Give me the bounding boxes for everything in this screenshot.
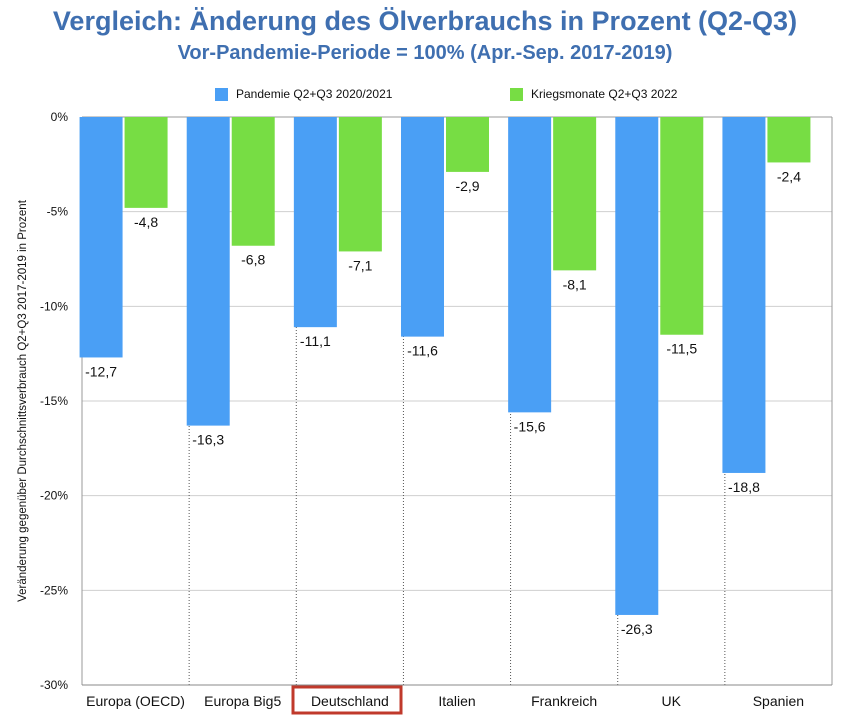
y-tick-label: -10% (40, 299, 68, 313)
legend-label-pandemic: Pandemie Q2+Q3 2020/2021 (236, 87, 393, 101)
bar-war (767, 117, 811, 163)
bar-pandemic (79, 117, 123, 358)
data-label: -18,8 (728, 479, 760, 495)
data-label: -26,3 (621, 621, 653, 637)
data-label: -8,1 (563, 276, 587, 292)
x-tick-label: Italien (438, 693, 475, 709)
bar-pandemic (615, 117, 659, 615)
bar-war (124, 117, 168, 208)
bar-pandemic (508, 117, 552, 413)
x-tick-label: Europa Big5 (204, 693, 281, 709)
data-label: -4,8 (134, 214, 158, 230)
legend-item-pandemic: Pandemie Q2+Q3 2020/2021 (215, 86, 392, 102)
y-tick-label: -30% (40, 678, 68, 692)
data-label: -11,6 (407, 343, 438, 359)
bar-war (553, 117, 597, 271)
y-tick-label: -15% (40, 394, 68, 408)
data-label: -2,9 (455, 178, 479, 194)
y-tick-label: -20% (40, 489, 68, 503)
x-tick-label: Frankreich (531, 693, 597, 709)
y-axis-label: Veränderung gegenüber Durchschnittsverbr… (17, 199, 29, 602)
data-label: -15,6 (514, 418, 546, 434)
highlight-box (291, 685, 403, 715)
data-label: -7,1 (348, 257, 372, 273)
chart-subtitle: Vor-Pandemie-Periode = 100% (Apr.-Sep. 2… (177, 42, 673, 64)
legend-label-war: Kriegsmonate Q2+Q3 2022 (531, 87, 678, 101)
bar-pandemic (401, 117, 444, 337)
bar-war (231, 117, 275, 246)
bar-war (338, 117, 382, 252)
data-label: -16,3 (192, 432, 224, 448)
y-tick-label: 0% (51, 110, 69, 124)
bar-war (660, 117, 704, 335)
y-tick-label: -5% (47, 205, 69, 219)
data-label: -6,8 (241, 252, 265, 268)
x-tick-label: Deutschland (311, 693, 389, 709)
data-label: -11,5 (666, 341, 697, 357)
bar-pandemic (186, 117, 230, 426)
x-tick-label: Spanien (753, 693, 804, 709)
legend-swatch-pandemic (215, 87, 228, 101)
data-label: -12,7 (85, 363, 117, 379)
x-tick-label: Europa (OECD) (86, 693, 185, 709)
legend-item-war: Kriegsmonate Q2+Q3 2022 (510, 86, 677, 102)
bar-pandemic (722, 117, 766, 473)
data-label: -11,1 (300, 333, 331, 349)
y-tick-label: -25% (40, 583, 68, 597)
x-tick-label: UK (662, 693, 682, 709)
data-label: -2,4 (777, 168, 801, 184)
bar-war (446, 117, 489, 172)
chart-title: Vergleich: Änderung des Ölverbrauchs in … (52, 6, 798, 36)
bar-pandemic (293, 117, 337, 328)
legend-swatch-war (510, 87, 523, 101)
